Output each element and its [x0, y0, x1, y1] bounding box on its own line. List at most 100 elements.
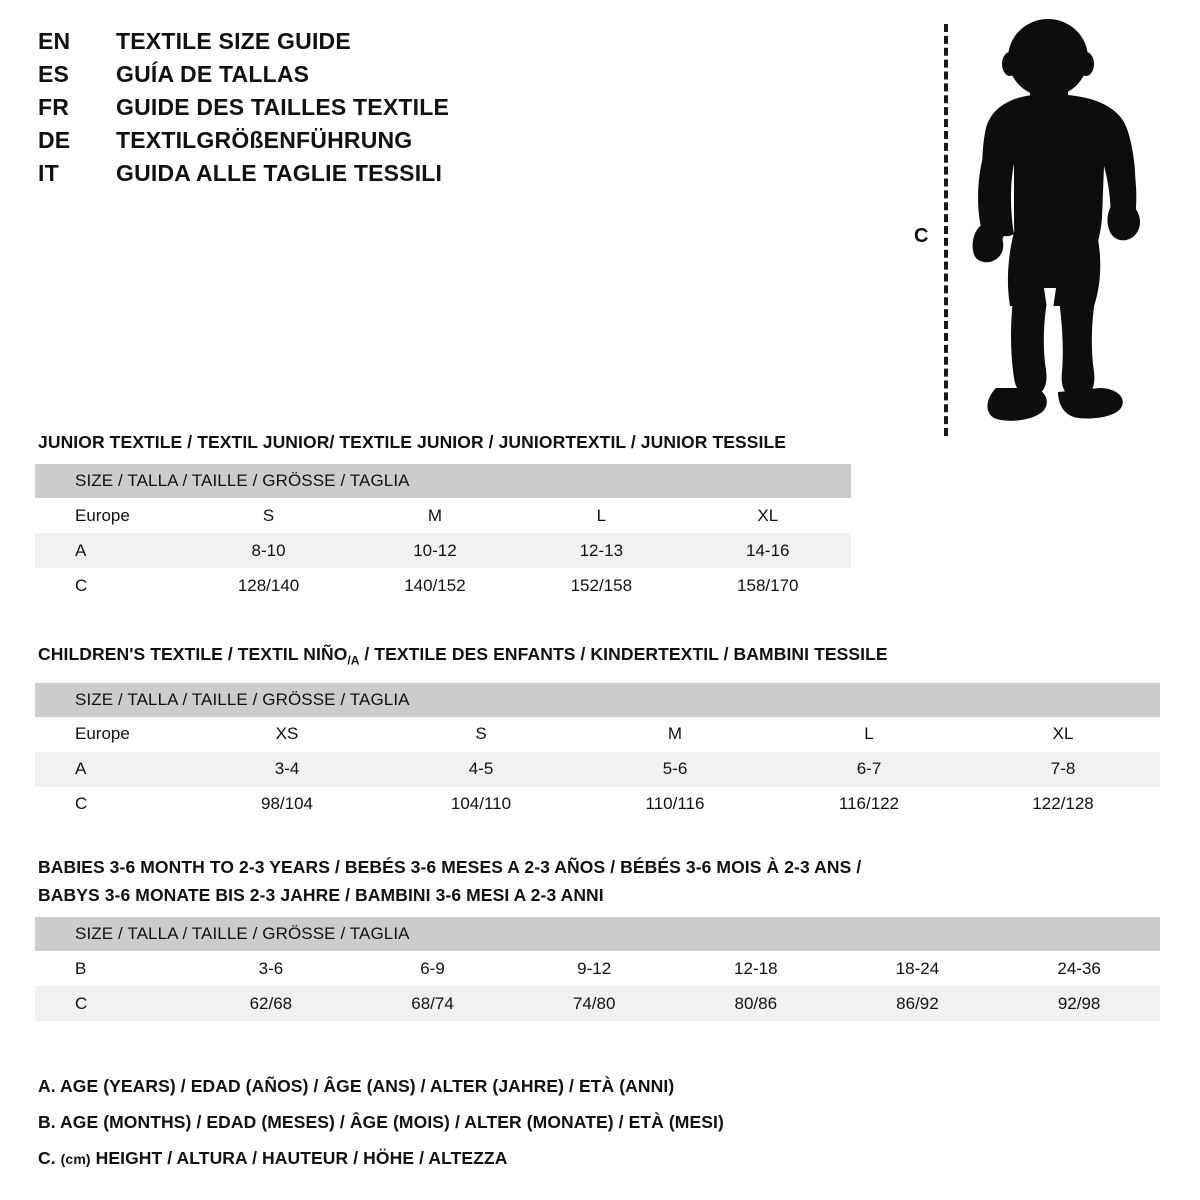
babies-cell: 74/80	[513, 986, 675, 1021]
babies-row-label-c: C	[35, 986, 191, 1021]
language-title-fr: GUIDE DES TAILLES TEXTILE	[116, 94, 449, 120]
height-measurement-figure: C	[900, 10, 1160, 436]
section-title-children: CHILDREN'S TEXTILE / TEXTIL NIÑO/A / TEX…	[0, 640, 1200, 675]
children-cell: 7-8	[966, 751, 1161, 787]
table-row: B 3-6 6-9 9-12 12-18 18-24 24-36	[35, 951, 1160, 986]
children-cell: 4-5	[384, 751, 578, 787]
table-row: C 128/140 140/152 152/158 158/170	[35, 568, 851, 603]
height-dashed-line	[944, 24, 948, 436]
junior-col-header: XL	[757, 505, 779, 525]
section-title-junior: JUNIOR TEXTILE / TEXTIL JUNIOR/ TEXTILE …	[38, 432, 787, 452]
junior-cell: 8-10	[185, 533, 352, 568]
children-cell: 5-6	[578, 751, 772, 787]
children-size-table: SIZE / TALLA / TAILLE / GRÖSSE / TAGLIA …	[35, 682, 1161, 822]
children-title-prefix: CHILDREN'S TEXTILE / TEXTIL NIÑO	[38, 644, 348, 664]
babies-size-table: SIZE / TALLA / TAILLE / GRÖSSE / TAGLIA …	[35, 917, 1160, 1021]
language-row-fr: FR GUIDE DES TAILLES TEXTILE	[38, 94, 598, 124]
junior-col-header: S	[262, 505, 275, 525]
legend-line-b: B. AGE (MONTHS) / EDAD (MESES) / ÂGE (MO…	[38, 1112, 724, 1132]
babies-cell: 24-36	[1057, 958, 1101, 978]
legend-line-c: C. (cm) HEIGHT / ALTURA / HAUTEUR / HÖHE…	[38, 1140, 1038, 1177]
section-children-textile: CHILDREN'S TEXTILE / TEXTIL NIÑO/A / TEX…	[0, 640, 1200, 822]
junior-col-header: M	[427, 505, 443, 525]
legend-c-prefix: C.	[38, 1148, 61, 1168]
junior-cell: 12-13	[518, 533, 685, 568]
children-cell: 6-7	[772, 751, 966, 787]
language-row-de: DE TEXTILGRÖßENFÜHRUNG	[38, 127, 598, 157]
language-title-es: GUÍA DE TALLAS	[116, 61, 310, 87]
babies-cell: 92/98	[998, 986, 1160, 1021]
language-code-de: DE	[38, 127, 71, 153]
junior-cell: 158/170	[737, 575, 799, 595]
language-title-de: TEXTILGRÖßENFÜHRUNG	[116, 127, 413, 153]
junior-cell: 140/152	[404, 575, 466, 595]
junior-row-label-a: A	[35, 533, 186, 568]
babies-cell: 6-9	[420, 958, 445, 978]
section-junior-textile: JUNIOR TEXTILE / TEXTIL JUNIOR/ TEXTILE …	[0, 428, 1200, 603]
language-code-fr: FR	[38, 94, 70, 120]
legend-c-suffix: HEIGHT / ALTURA / HAUTEUR / HÖHE / ALTEZ…	[90, 1148, 508, 1168]
section-title-babies-line1: BABIES 3-6 MONTH TO 2-3 YEARS / BEBÉS 3-…	[38, 857, 862, 877]
babies-row-label-b: B	[75, 958, 87, 978]
children-band-header-row: SIZE / TALLA / TAILLE / GRÖSSE / TAGLIA	[35, 682, 1161, 717]
language-row-it: IT GUIDA ALLE TAGLIE TESSILI	[38, 160, 598, 190]
junior-column-header-row: Europe S M L XL	[35, 498, 851, 533]
language-row-es: ES GUÍA DE TALLAS	[38, 61, 598, 91]
children-cell: 3-4	[190, 751, 384, 787]
babies-cell: 68/74	[351, 986, 514, 1021]
junior-header-label: Europe	[75, 505, 130, 525]
junior-row-label-c: C	[75, 575, 88, 595]
junior-cell: 14-16	[684, 533, 851, 568]
table-row: C 62/68 68/74 74/80 80/86 86/92 92/98	[35, 986, 1160, 1021]
children-col-header: XS	[275, 724, 299, 743]
junior-col-header: L	[596, 505, 607, 525]
children-title-sub: /A	[347, 653, 360, 668]
measurement-legend: A. AGE (YEARS) / EDAD (AÑOS) / ÂGE (ANS)…	[38, 1068, 1038, 1177]
babies-cell: 18-24	[895, 958, 940, 978]
table-row: A 3-4 4-5 5-6 6-7 7-8	[35, 751, 1161, 787]
language-code-es: ES	[38, 61, 70, 87]
legend-c-unit: (cm)	[60, 1151, 91, 1167]
section-babies-textile: BABIES 3-6 MONTH TO 2-3 YEARS / BEBÉS 3-…	[0, 853, 1200, 1021]
babies-cell: 12-18	[734, 958, 778, 978]
babies-cell: 62/68	[190, 986, 352, 1021]
junior-cell: 152/158	[570, 575, 633, 595]
children-cell: 104/110	[450, 794, 512, 813]
junior-size-table: SIZE / TALLA / TAILLE / GRÖSSE / TAGLIA …	[35, 464, 851, 603]
children-row-label-c: C	[75, 794, 88, 813]
child-silhouette-icon	[952, 16, 1152, 433]
language-title-en: TEXTILE SIZE GUIDE	[116, 28, 351, 54]
language-code-en: EN	[38, 28, 71, 54]
babies-cell: 80/86	[674, 986, 837, 1021]
language-code-it: IT	[38, 160, 59, 186]
babies-cell: 3-6	[258, 958, 284, 978]
junior-cell: 128/140	[237, 575, 300, 595]
children-cell: 116/122	[838, 794, 900, 813]
table-row: A 8-10 10-12 12-13 14-16	[35, 533, 851, 568]
babies-cell: 86/92	[836, 986, 999, 1021]
children-col-header: L	[864, 724, 874, 743]
section-title-babies-line2: BABYS 3-6 MONATE BIS 2-3 JAHRE / BAMBINI…	[38, 885, 604, 905]
children-band-label: SIZE / TALLA / TAILLE / GRÖSSE / TAGLIA	[35, 682, 1161, 717]
measure-label-c: C	[914, 225, 929, 247]
language-title-block: EN TEXTILE SIZE GUIDE ES GUÍA DE TALLAS …	[38, 28, 598, 193]
junior-band-label: SIZE / TALLA / TAILLE / GRÖSSE / TAGLIA	[35, 464, 851, 498]
table-row: C 98/104 104/110 110/116 116/122 122/128	[35, 787, 1160, 822]
children-row-label-a: A	[35, 751, 190, 787]
babies-band-label: SIZE / TALLA / TAILLE / GRÖSSE / TAGLIA	[35, 917, 1160, 951]
children-col-header: XL	[1052, 724, 1074, 743]
children-header-label: Europe	[75, 724, 130, 743]
language-row-en: EN TEXTILE SIZE GUIDE	[38, 28, 598, 58]
junior-cell: 10-12	[351, 533, 519, 568]
babies-cell: 9-12	[577, 958, 612, 978]
children-col-header: M	[667, 724, 683, 743]
children-title-suffix: / TEXTILE DES ENFANTS / KINDERTEXTIL / B…	[359, 644, 888, 664]
children-cell: 98/104	[261, 794, 313, 813]
babies-band-header-row: SIZE / TALLA / TAILLE / GRÖSSE / TAGLIA	[35, 917, 1160, 951]
children-col-header: S	[475, 724, 487, 743]
language-title-it: GUIDA ALLE TAGLIE TESSILI	[116, 160, 443, 186]
children-cell: 122/128	[1032, 794, 1094, 813]
legend-line-a: A. AGE (YEARS) / EDAD (AÑOS) / ÂGE (ANS)…	[38, 1076, 675, 1096]
children-column-header-row: Europe XS S M L XL	[35, 717, 1160, 752]
junior-band-header-row: SIZE / TALLA / TAILLE / GRÖSSE / TAGLIA	[35, 464, 851, 498]
